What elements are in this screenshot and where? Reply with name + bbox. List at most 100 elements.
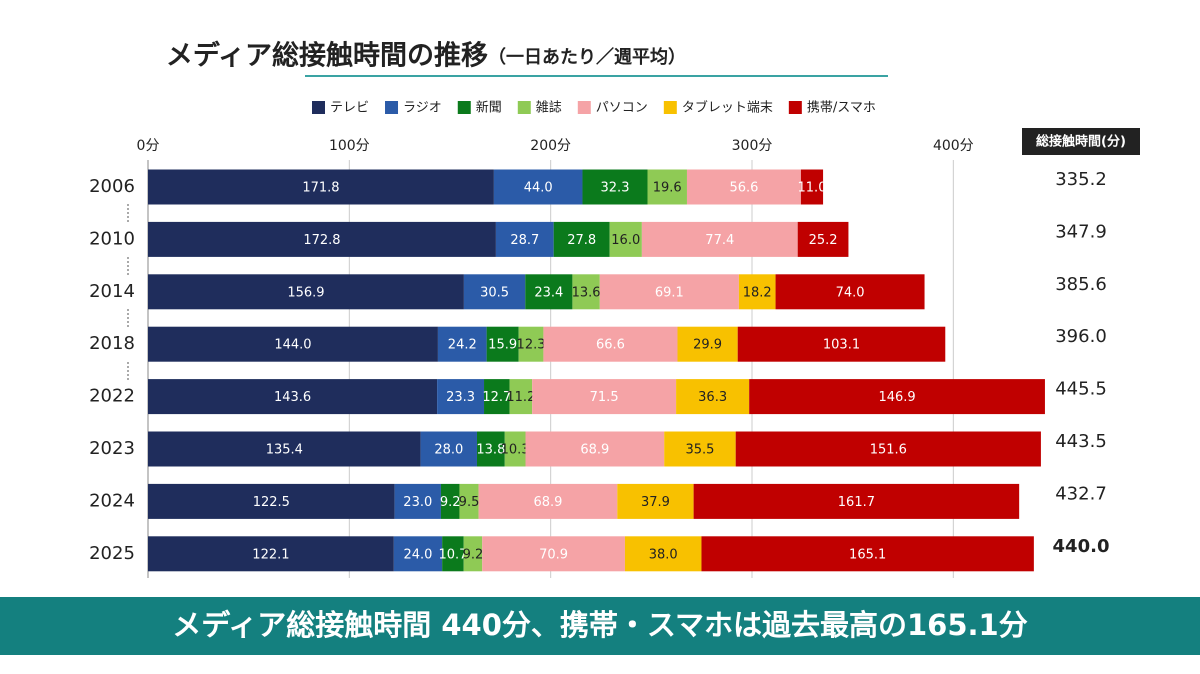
data-label: 68.9 [580, 443, 609, 458]
data-label: 66.6 [596, 338, 625, 353]
data-label: 68.9 [533, 495, 562, 510]
bar-segment [775, 274, 925, 310]
bar-segment [735, 431, 1041, 467]
bar-segment [148, 274, 464, 310]
data-label: 13.6 [572, 285, 601, 300]
legend-swatch [663, 101, 677, 114]
bar-segment [609, 221, 642, 257]
legend-label: テレビ [330, 101, 369, 116]
bar-segment [148, 431, 421, 467]
data-label: 10.7 [438, 547, 467, 562]
total-label: 396.0 [1055, 326, 1107, 347]
bar-segment [749, 379, 1045, 415]
data-label: 23.4 [534, 285, 563, 300]
legend-swatch [577, 101, 591, 114]
bar-segment [504, 431, 526, 467]
data-label: 74.0 [836, 285, 865, 300]
bar-segment [478, 483, 618, 519]
data-label: 37.9 [641, 495, 670, 510]
bar-segment [617, 483, 694, 519]
total-label: 443.5 [1055, 431, 1107, 452]
bar-segment [518, 326, 544, 362]
bar-segment [641, 221, 798, 257]
bar-segment [693, 483, 1020, 519]
data-label: 32.3 [601, 181, 630, 196]
bar-segment [148, 483, 395, 519]
bar-segment [463, 274, 526, 310]
chart-title: メディア総接触時間の推移 [166, 40, 488, 72]
x-tick-label: 0分 [137, 138, 160, 154]
headline-banner [0, 597, 1200, 655]
bar-segment [532, 379, 677, 415]
total-header-box [1022, 128, 1140, 155]
bar-segment [572, 274, 600, 310]
data-label: 144.0 [274, 338, 311, 353]
data-label: 56.6 [729, 181, 758, 196]
data-label: 12.3 [517, 338, 546, 353]
legend-swatch [788, 101, 802, 114]
data-label: 122.1 [252, 547, 289, 562]
bar-segment [525, 431, 665, 467]
y-tick-label: 2010 [89, 228, 135, 249]
bar-segment [509, 379, 533, 415]
data-label: 13.8 [476, 443, 505, 458]
bar-segment [493, 169, 583, 205]
bar-segment [738, 274, 776, 310]
legend-label: 新聞 [476, 100, 502, 116]
data-label: 156.9 [287, 285, 324, 300]
y-tick-label: 2006 [89, 176, 135, 197]
data-label: 24.0 [404, 547, 433, 562]
y-tick-label: 2018 [89, 333, 135, 354]
data-label: 9.2 [440, 495, 461, 510]
bar-segment [437, 326, 487, 362]
data-label: 29.9 [693, 338, 722, 353]
bar-segment [647, 169, 687, 205]
data-label: 69.1 [655, 285, 684, 300]
x-tick-label: 200分 [530, 138, 571, 154]
total-label: 335.2 [1055, 169, 1107, 190]
bar-segment [437, 379, 485, 415]
bar-segment [664, 431, 736, 467]
data-label: 165.1 [849, 547, 886, 562]
bar-segment [442, 536, 464, 572]
data-label: 9.2 [463, 547, 484, 562]
data-label: 143.6 [274, 390, 311, 405]
legend-swatch [385, 101, 399, 114]
data-label: 30.5 [480, 285, 509, 300]
bar-segment [486, 326, 519, 362]
bar-segment [148, 379, 438, 415]
chart-subtitle: （一日あたり／週平均） [488, 46, 686, 68]
data-label: 24.2 [448, 338, 477, 353]
data-label: 151.6 [870, 443, 907, 458]
legend-label: 携帯/スマホ [807, 100, 876, 116]
bar-segment [148, 536, 394, 572]
bar-segment [148, 169, 494, 205]
data-label: 25.2 [809, 233, 838, 248]
data-label: 10.3 [501, 443, 530, 458]
data-label: 28.7 [510, 233, 539, 248]
data-label: 23.3 [446, 390, 475, 405]
bar-segment [394, 483, 441, 519]
data-label: 16.0 [611, 233, 640, 248]
data-label: 161.7 [838, 495, 875, 510]
bar-segment [148, 221, 496, 257]
data-label: 11.0 [798, 181, 827, 196]
data-label: 23.0 [403, 495, 432, 510]
bar-segment [484, 379, 510, 415]
bar-segment [701, 536, 1034, 572]
bar-segment [599, 274, 739, 310]
total-header: 総接触時間(分) [1036, 134, 1126, 150]
data-label: 18.2 [743, 285, 772, 300]
y-tick-label: 2025 [89, 543, 135, 564]
bar-segment [582, 169, 648, 205]
legend-swatch [457, 101, 471, 114]
total-label: 432.7 [1055, 483, 1107, 504]
y-tick-label: 2024 [89, 490, 135, 511]
x-tick-label: 300分 [732, 138, 773, 154]
bar-segment [495, 221, 554, 257]
data-label: 11.2 [506, 390, 535, 405]
bar-segment [797, 221, 849, 257]
bar-segment [737, 326, 946, 362]
bar-segment [476, 431, 505, 467]
